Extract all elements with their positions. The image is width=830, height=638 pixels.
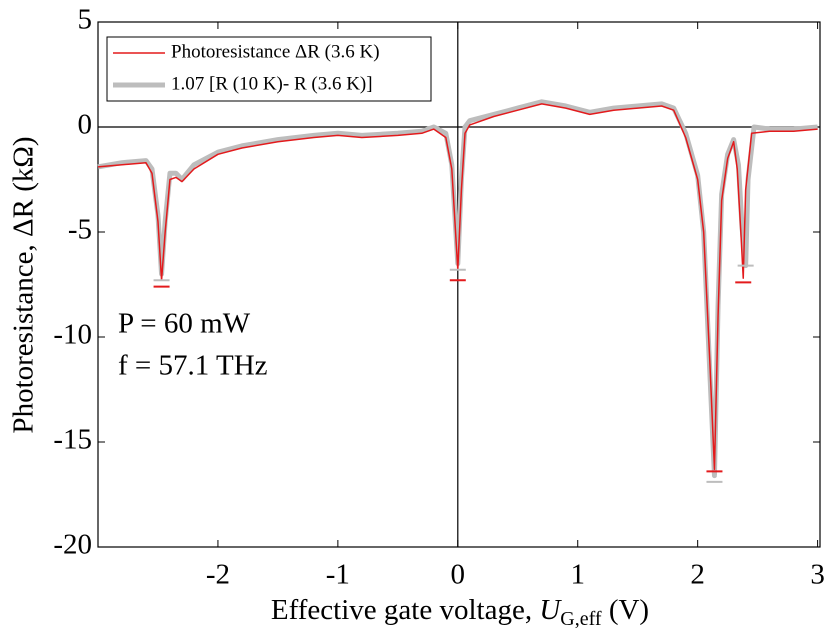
- y-tick-label: 5: [78, 4, 93, 36]
- x-tick-label: -1: [326, 559, 350, 591]
- x-tick-label: -2: [206, 559, 230, 591]
- y-tick-label: -15: [53, 424, 92, 456]
- x-label-tail: (V): [602, 594, 650, 626]
- x-tick-label: 2: [690, 559, 705, 591]
- x-axis-label: Effective gate voltage, UG,eff (V): [271, 594, 649, 630]
- x-tick-label: 0: [451, 559, 466, 591]
- y-tick-label: -10: [53, 319, 92, 351]
- series-line: [97, 99, 818, 479]
- x-label-text: Effective gate voltage,: [271, 594, 539, 626]
- legend-box: [106, 36, 432, 102]
- y-tick-label: -5: [68, 214, 92, 246]
- legend-label: Photoresistance ΔR (3.6 K): [171, 41, 380, 62]
- annotation: P = 60 mW: [118, 308, 251, 340]
- legend-label: 1.07 [R (10 K)- R (3.6 K)]: [171, 73, 373, 94]
- plot-frame: [97, 21, 821, 548]
- series-line: [97, 103, 818, 471]
- x-tick-label: 3: [810, 559, 825, 591]
- x-label-sub: G,eff: [560, 608, 602, 630]
- y-axis-label: Photoresistance, ΔR (kΩ): [8, 136, 40, 433]
- y-tick-label: 0: [78, 109, 93, 141]
- x-label-var: U: [539, 594, 562, 626]
- x-tick-label: 1: [570, 559, 585, 591]
- legend: Photoresistance ΔR (3.6 K) 1.07 [R (10 K)…: [106, 36, 432, 102]
- annotation: f = 57.1 THz: [118, 350, 268, 382]
- y-tick-label: -20: [53, 529, 92, 561]
